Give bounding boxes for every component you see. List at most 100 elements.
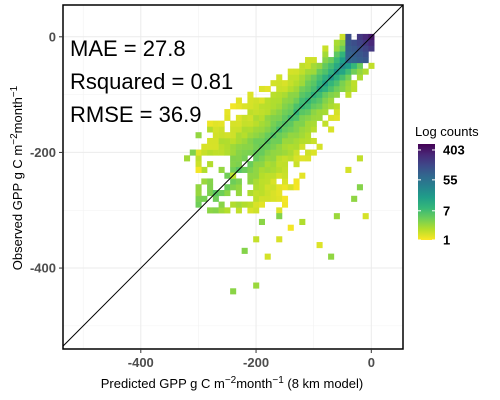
- heatmap-cell: [322, 62, 329, 69]
- heatmap-cell: [207, 149, 214, 156]
- heatmap-cell: [247, 126, 254, 133]
- heatmap-cell: [258, 195, 265, 202]
- heatmap-cell: [356, 33, 363, 40]
- heatmap-cell: [264, 126, 271, 133]
- heatmap-cell: [322, 91, 329, 98]
- heatmap-cell: [299, 85, 306, 93]
- heatmap-cell: [264, 109, 271, 116]
- rmse-annotation: RMSE = 36.9: [70, 102, 201, 127]
- heatmap-cell: [224, 172, 231, 179]
- heatmap-cell: [235, 126, 242, 133]
- heatmap-cell: [351, 39, 358, 46]
- heatmap-cell: [195, 190, 202, 197]
- heatmap-cell: [270, 143, 277, 150]
- heatmap-cell: [281, 178, 289, 185]
- heatmap-cell: [287, 155, 294, 162]
- heatmap-cell: [253, 155, 260, 162]
- heatmap-cell: [281, 172, 289, 179]
- heatmap-cell: [258, 120, 265, 127]
- heatmap-cell: [247, 137, 254, 145]
- heatmap-cell: [201, 166, 208, 173]
- heatmap-cell: [276, 103, 283, 110]
- heatmap-cell: [218, 120, 225, 127]
- heatmap-cell: [305, 132, 312, 139]
- heatmap-cell: [281, 137, 289, 145]
- heatmap-cell: [293, 91, 300, 98]
- heatmap-cell: [253, 97, 260, 104]
- heatmap-cell: [276, 74, 283, 81]
- heatmap-cell: [264, 190, 271, 197]
- heatmap-cell: [310, 97, 317, 104]
- heatmap-cell: [258, 155, 265, 162]
- heatmap-cell: [287, 224, 294, 231]
- heatmap-cell: [345, 39, 352, 46]
- heatmap-cell: [310, 85, 317, 93]
- heatmap-cell: [333, 114, 340, 121]
- heatmap-cell: [287, 120, 294, 127]
- heatmap-cell: [310, 74, 317, 81]
- heatmap-cell: [293, 155, 300, 162]
- heatmap-cell: [345, 62, 352, 69]
- heatmap-cell: [218, 190, 225, 197]
- heatmap-cell: [293, 97, 300, 104]
- heatmap-cell: [356, 51, 363, 58]
- heatmap-cell: [333, 45, 340, 52]
- heatmap-cell: [316, 91, 323, 98]
- legend: Log counts 403 55 7 1: [415, 124, 479, 248]
- heatmap-cell: [293, 178, 300, 185]
- heatmap-cell: [310, 126, 317, 133]
- heatmap-cell: [253, 172, 260, 179]
- one-to-one-line: [62, 4, 404, 347]
- heatmap-cell: [218, 132, 225, 139]
- heatmap-cell: [218, 207, 225, 214]
- heatmap-cell: [305, 74, 312, 81]
- heatmap-cell: [322, 74, 329, 81]
- heatmap-cell: [276, 236, 283, 243]
- heatmap-cell: [253, 137, 260, 145]
- heatmap-cell: [264, 120, 271, 127]
- mae-annotation: MAE = 27.8: [70, 36, 186, 61]
- heatmap-cell: [207, 178, 214, 185]
- heatmap-cell: [247, 149, 254, 156]
- heatmap-cell: [195, 201, 202, 208]
- heatmap-cell: [345, 68, 352, 75]
- heatmap-cell: [253, 207, 260, 214]
- heatmap-cell: [241, 114, 248, 121]
- heatmap-cell: [328, 97, 335, 104]
- heatmap-cell: [253, 161, 260, 168]
- heatmap-cell: [207, 143, 214, 150]
- heatmap-cell: [258, 132, 265, 139]
- heatmap-cell: [270, 114, 277, 121]
- heatmap-cell: [270, 97, 277, 104]
- heatmap-cell: [356, 184, 363, 191]
- heatmap-cell: [276, 190, 283, 197]
- heatmap-cell: [276, 149, 283, 156]
- heatmap-cell: [212, 132, 219, 139]
- heatmap-cell: [305, 62, 312, 69]
- heatmap-cell: [305, 126, 312, 133]
- heatmap-cell: [316, 74, 323, 81]
- heatmap-cell: [356, 57, 363, 64]
- heatmap-cell: [362, 68, 369, 75]
- heatmap-cell: [241, 132, 248, 139]
- x-tick-label: 0: [368, 355, 375, 370]
- heatmap-cell: [224, 132, 231, 139]
- heatmap-cell: [235, 103, 242, 110]
- heatmap-cell: [287, 184, 294, 191]
- heatmap-cell: [258, 126, 265, 133]
- heatmap-cell: [293, 137, 300, 145]
- heatmap-cell: [287, 68, 294, 75]
- heatmap-cell: [235, 161, 242, 168]
- heatmap-cell: [299, 155, 306, 162]
- heatmap-cell: [253, 114, 260, 121]
- heatmap-cell: [253, 120, 260, 127]
- heatmap-cell: [351, 45, 358, 52]
- heatmap-cell: [258, 103, 265, 110]
- heatmap-cell: [258, 201, 265, 208]
- heatmap-cell: [345, 91, 352, 98]
- heatmap-cell: [212, 143, 219, 150]
- legend-colorbar: [418, 144, 435, 240]
- heatmap-cell: [241, 149, 248, 156]
- heatmap-cell: [264, 184, 271, 191]
- heatmap-cell: [264, 149, 271, 156]
